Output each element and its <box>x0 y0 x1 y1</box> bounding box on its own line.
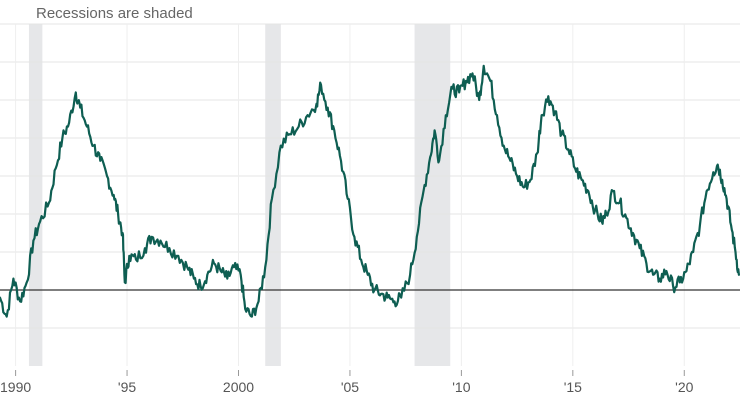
x-tick-label-0: 1990 <box>0 379 31 395</box>
x-tick-label-3: '05 <box>341 379 359 395</box>
recession-note: Recessions are shaded <box>36 5 193 22</box>
recession-band-2 <box>414 24 451 366</box>
x-tick-label-6: '20 <box>675 379 693 395</box>
series-layer <box>0 64 740 318</box>
y-gridlines <box>0 23 740 329</box>
recession-bands <box>28 24 451 366</box>
x-tick-label-1: '95 <box>118 379 136 395</box>
x-gridlines <box>15 24 685 366</box>
x-axis-ticks: 1990 '95 2000 '05 '10 '15 '20 <box>0 370 694 395</box>
series-line-0 <box>0 64 740 318</box>
x-tick-label-4: '10 <box>452 379 470 395</box>
x-tick-label-5: '15 <box>564 379 582 395</box>
x-tick-label-2: 2000 <box>223 379 254 395</box>
recession-band-0 <box>28 24 43 366</box>
